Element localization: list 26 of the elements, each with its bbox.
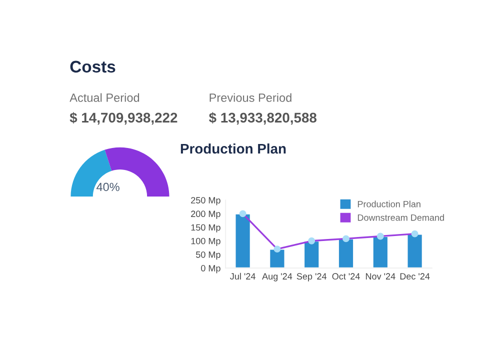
y-tick-label: 100 Mp	[191, 238, 220, 246]
text: Actual Period	[70, 93, 140, 102]
text: $ 13,933,820,588	[208, 112, 316, 125]
y-tick-label: 250 Mp	[191, 197, 220, 206]
y-tick-label: 200 Mp	[191, 210, 220, 219]
x-tick-label: Sep '24	[296, 273, 327, 282]
chart-title: Production Plan	[180, 143, 286, 154]
bar	[338, 238, 354, 268]
text: $ 14,709,938,222	[70, 112, 178, 125]
bar	[303, 240, 320, 268]
bar	[372, 236, 389, 268]
x-tick-label: Jul '24	[230, 272, 256, 280]
text: Previous Period	[210, 93, 292, 102]
y-tick-label: 0 Mp	[201, 265, 220, 274]
x-tick-label: Dec '24	[400, 273, 430, 280]
bar	[234, 213, 252, 268]
legend-label: Downstream Demand	[358, 214, 444, 221]
chart-title: Costs	[70, 60, 116, 73]
x-tick-label: Nov '24	[366, 273, 396, 280]
y-tick-label: 150 Mp	[191, 224, 220, 232]
x-tick-label: Oct '24	[332, 273, 360, 280]
bar	[406, 233, 424, 268]
y-tick-label: 50 Mp	[196, 251, 220, 260]
x-tick-label: Aug '24	[262, 273, 292, 282]
data-label: 40%	[96, 182, 120, 192]
legend-label: Production Plan	[358, 200, 420, 208]
